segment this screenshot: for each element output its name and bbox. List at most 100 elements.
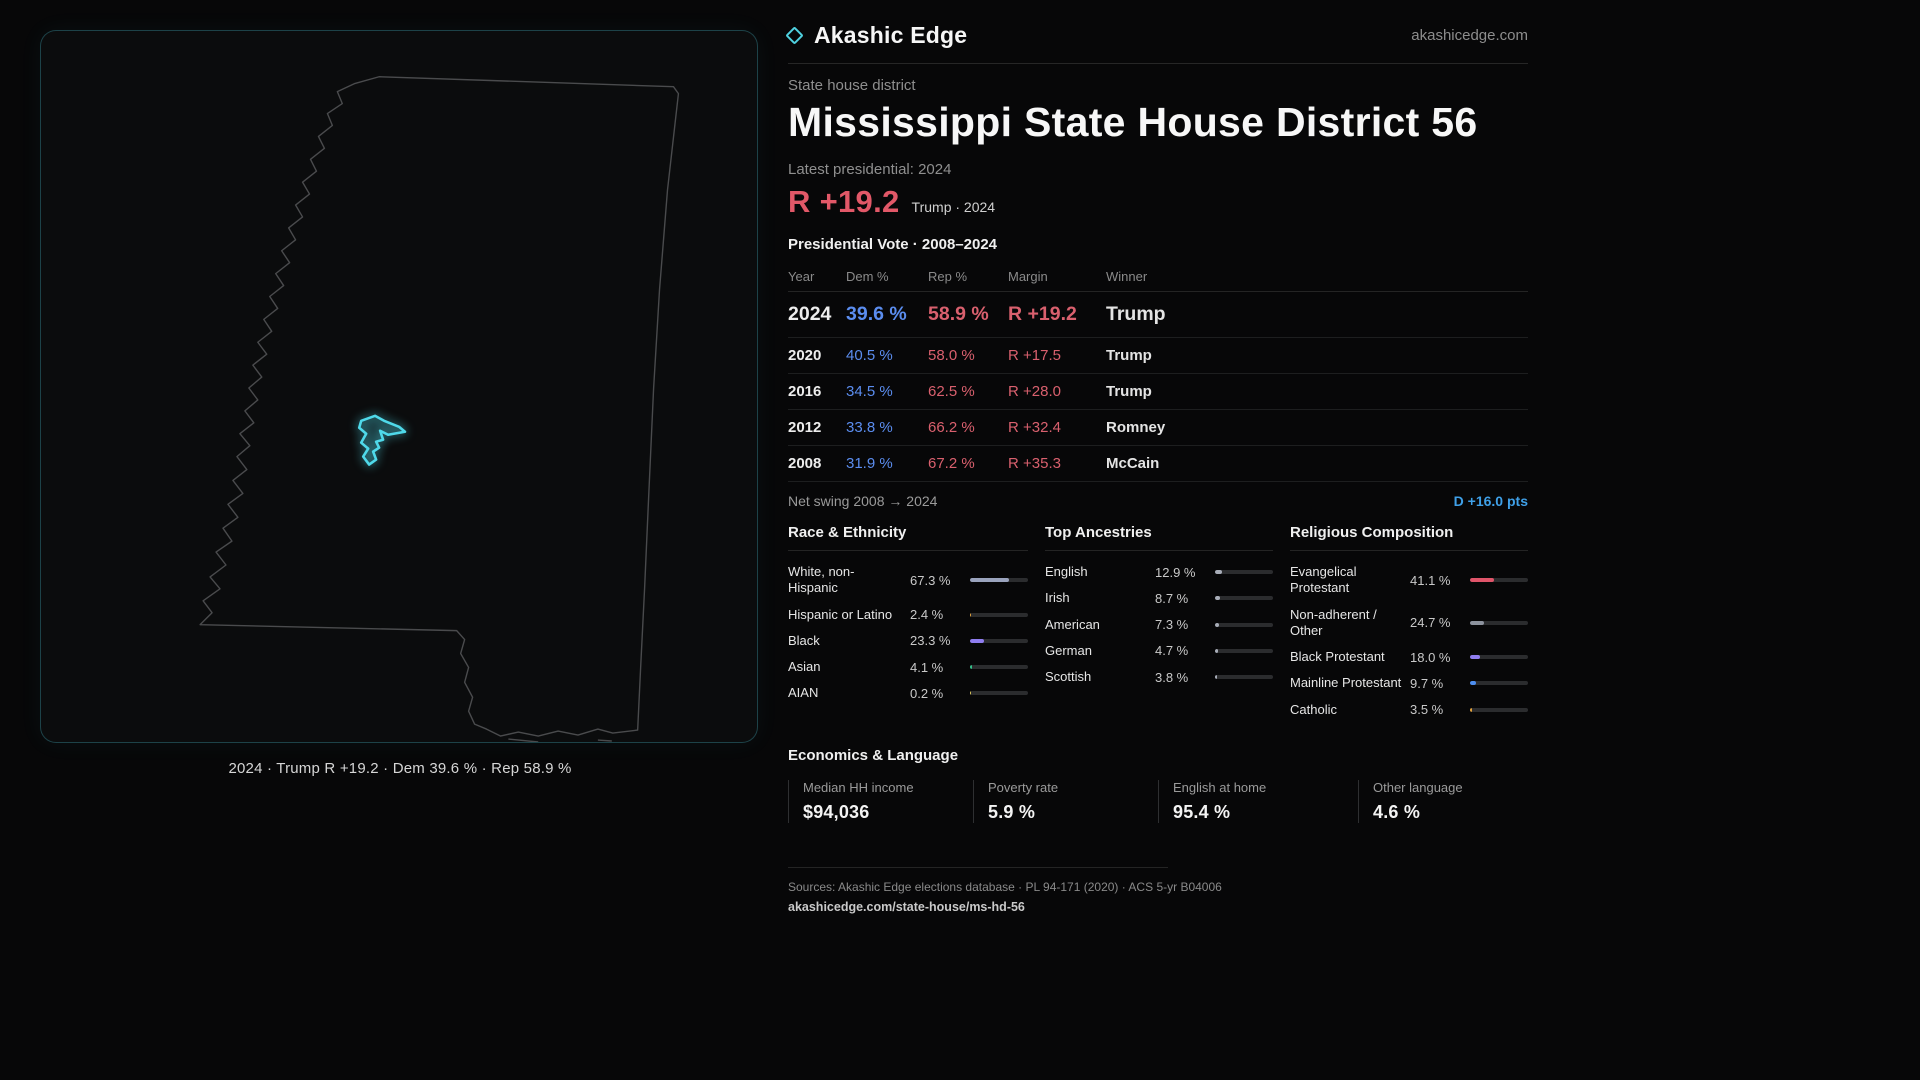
- rep-cell: 62.5 %: [928, 373, 1008, 410]
- demo-label: Evangelical Protestant: [1290, 564, 1357, 596]
- table-row-2024: 2024 39.6 % 58.9 % R +19.2 Trump: [788, 291, 1528, 338]
- demographics-grid: Race & Ethnicity White, non-Hispanic 67.…: [788, 524, 1528, 723]
- presidential-vote-table: Year Dem % Rep % Margin Winner 2024 39.6…: [788, 261, 1528, 482]
- demo-bar-track: [970, 665, 1028, 670]
- winner-cell: Trump: [1106, 337, 1528, 374]
- table-header-row: Year Dem % Rep % Margin Winner: [788, 261, 1528, 292]
- district-kicker: State house district: [788, 77, 916, 94]
- brand-name: Akashic Edge: [814, 22, 968, 48]
- demo-bar-track: [1215, 648, 1273, 653]
- demo-value: 12.9 %: [1155, 564, 1196, 580]
- demo-bar-track: [1470, 707, 1528, 712]
- net-swing-value: D +16.0 pts: [1453, 493, 1528, 509]
- table-row-2008: 2008 31.9 % 67.2 % R +35.3 McCain: [788, 445, 1528, 482]
- demo-item: Catholic 3.5 %: [1290, 697, 1528, 723]
- demo-item: English 12.9 %: [1045, 559, 1273, 585]
- winner-cell: McCain: [1106, 445, 1528, 482]
- demo-bar-fill: [1470, 578, 1494, 583]
- year-cell: 2012: [788, 409, 846, 446]
- demo-value: 23.3 %: [910, 633, 951, 649]
- demo-label: German: [1045, 642, 1092, 658]
- map-caption: 2024 · Trump R +19.2 · Dem 39.6 % · Rep …: [228, 760, 572, 777]
- demo-label: Mainline Protestant: [1290, 675, 1402, 691]
- stat-label: Other language: [1373, 779, 1463, 795]
- demo-value: 24.7 %: [1410, 615, 1451, 631]
- demo-item: German 4.7 %: [1045, 638, 1273, 664]
- demo-value: 8.7 %: [1155, 590, 1189, 606]
- demo-label: American: [1045, 616, 1100, 632]
- demo-value: 18.0 %: [1410, 649, 1451, 665]
- demo-label: Catholic: [1290, 701, 1337, 717]
- stat-median-income: Median HH income $94,036: [788, 779, 973, 823]
- demo-label: Hispanic or Latino: [788, 606, 893, 622]
- margin-cell: R +28.0: [1008, 373, 1106, 410]
- demo-item: Hispanic or Latino 2.4 %: [788, 602, 1028, 628]
- demo-bar-fill: [1215, 675, 1218, 680]
- demo-bar-fill: [1215, 596, 1221, 601]
- demo-bar-track: [1470, 620, 1528, 625]
- winner-cell: Trump: [1106, 373, 1528, 410]
- economics-stats-row: Median HH income $94,036 Poverty rate 5.…: [788, 779, 1528, 823]
- demo-bar-track: [1215, 675, 1273, 680]
- stat-poverty-rate: Poverty rate 5.9 %: [973, 779, 1158, 823]
- margin-subtitle: Trump · 2024: [911, 199, 996, 215]
- dem-cell: 34.5 %: [846, 373, 928, 410]
- demo-item: AIAN 0.2 %: [788, 680, 1028, 706]
- demo-bar-fill: [1470, 655, 1481, 660]
- mississippi-state-outline: [199, 76, 680, 737]
- demo-item: Non-adherent / Other 24.7 %: [1290, 602, 1528, 645]
- demo-bar-track: [1215, 570, 1273, 575]
- mississippi-map: [199, 76, 680, 742]
- race-ethnicity-column: Race & Ethnicity White, non-Hispanic 67.…: [788, 524, 1028, 723]
- demo-label: Black Protestant: [1290, 649, 1385, 664]
- demo-item: Black Protestant 18.0 %: [1290, 644, 1528, 670]
- map-section: 2024 · Trump R +19.2 · Dem 39.6 % · Rep …: [40, 30, 760, 777]
- demo-bar-fill: [970, 578, 1010, 583]
- demo-bar-track: [970, 612, 1028, 617]
- year-cell: 2020: [788, 337, 846, 374]
- race-ethnicity-title: Race & Ethnicity: [788, 524, 1028, 551]
- demo-bar-track: [970, 691, 1028, 696]
- table-row-2012: 2012 33.8 % 66.2 % R +32.4 Romney: [788, 409, 1528, 446]
- rep-cell: 58.0 %: [928, 337, 1008, 374]
- demo-label: Non-adherent / Other: [1290, 606, 1377, 638]
- demo-bar-fill: [1215, 622, 1220, 627]
- table-row-2020: 2020 40.5 % 58.0 % R +17.5 Trump: [788, 337, 1528, 374]
- demo-value: 2.4 %: [910, 607, 944, 623]
- demo-value: 7.3 %: [1155, 617, 1189, 633]
- economics-title: Economics & Language: [788, 746, 959, 764]
- demo-value: 4.7 %: [1155, 643, 1189, 659]
- demo-value: 0.2 %: [910, 685, 944, 701]
- dem-cell: 31.9 %: [846, 445, 928, 482]
- demo-label: Asian: [788, 659, 821, 674]
- demo-label: White, non-Hispanic: [788, 564, 855, 596]
- demo-item: American 7.3 %: [1045, 612, 1273, 638]
- col-year: Year: [788, 261, 846, 292]
- col-rep: Rep %: [928, 261, 1008, 292]
- district-56-highlight[interactable]: [357, 414, 407, 466]
- demo-bar-fill: [1470, 620, 1485, 625]
- demo-value: 67.3 %: [910, 572, 951, 588]
- demo-bar-track: [1470, 655, 1528, 660]
- col-margin: Margin: [1008, 261, 1106, 292]
- demo-bar-track: [1470, 681, 1528, 686]
- sources-line: Sources: Akashic Edge elections database…: [788, 879, 1222, 894]
- brand-domain-link[interactable]: akashicedge.com: [1411, 27, 1528, 44]
- demo-value: 4.1 %: [910, 659, 944, 675]
- demo-bar-fill: [970, 665, 973, 670]
- demo-item: Evangelical Protestant 41.1 %: [1290, 559, 1528, 602]
- permalink[interactable]: akashicedge.com/state-house/ms-hd-56: [788, 899, 1025, 914]
- margin-cell: R +35.3: [1008, 445, 1106, 482]
- page-title: Mississippi State House District 56: [788, 99, 1478, 145]
- religion-title: Religious Composition: [1290, 524, 1528, 551]
- stat-english-at-home: English at home 95.4 %: [1158, 779, 1358, 823]
- demo-bar-track: [970, 638, 1028, 643]
- demo-bar-fill: [970, 691, 971, 696]
- col-dem: Dem %: [846, 261, 928, 292]
- report-panel: Akashic Edge akashicedge.com State house…: [785, 22, 1528, 914]
- demo-item: Black 23.3 %: [788, 628, 1028, 654]
- demo-label: English: [1045, 564, 1088, 579]
- demo-bar-track: [1215, 596, 1273, 601]
- demo-bar-fill: [1470, 707, 1473, 712]
- brand-diamond-icon: [785, 26, 804, 45]
